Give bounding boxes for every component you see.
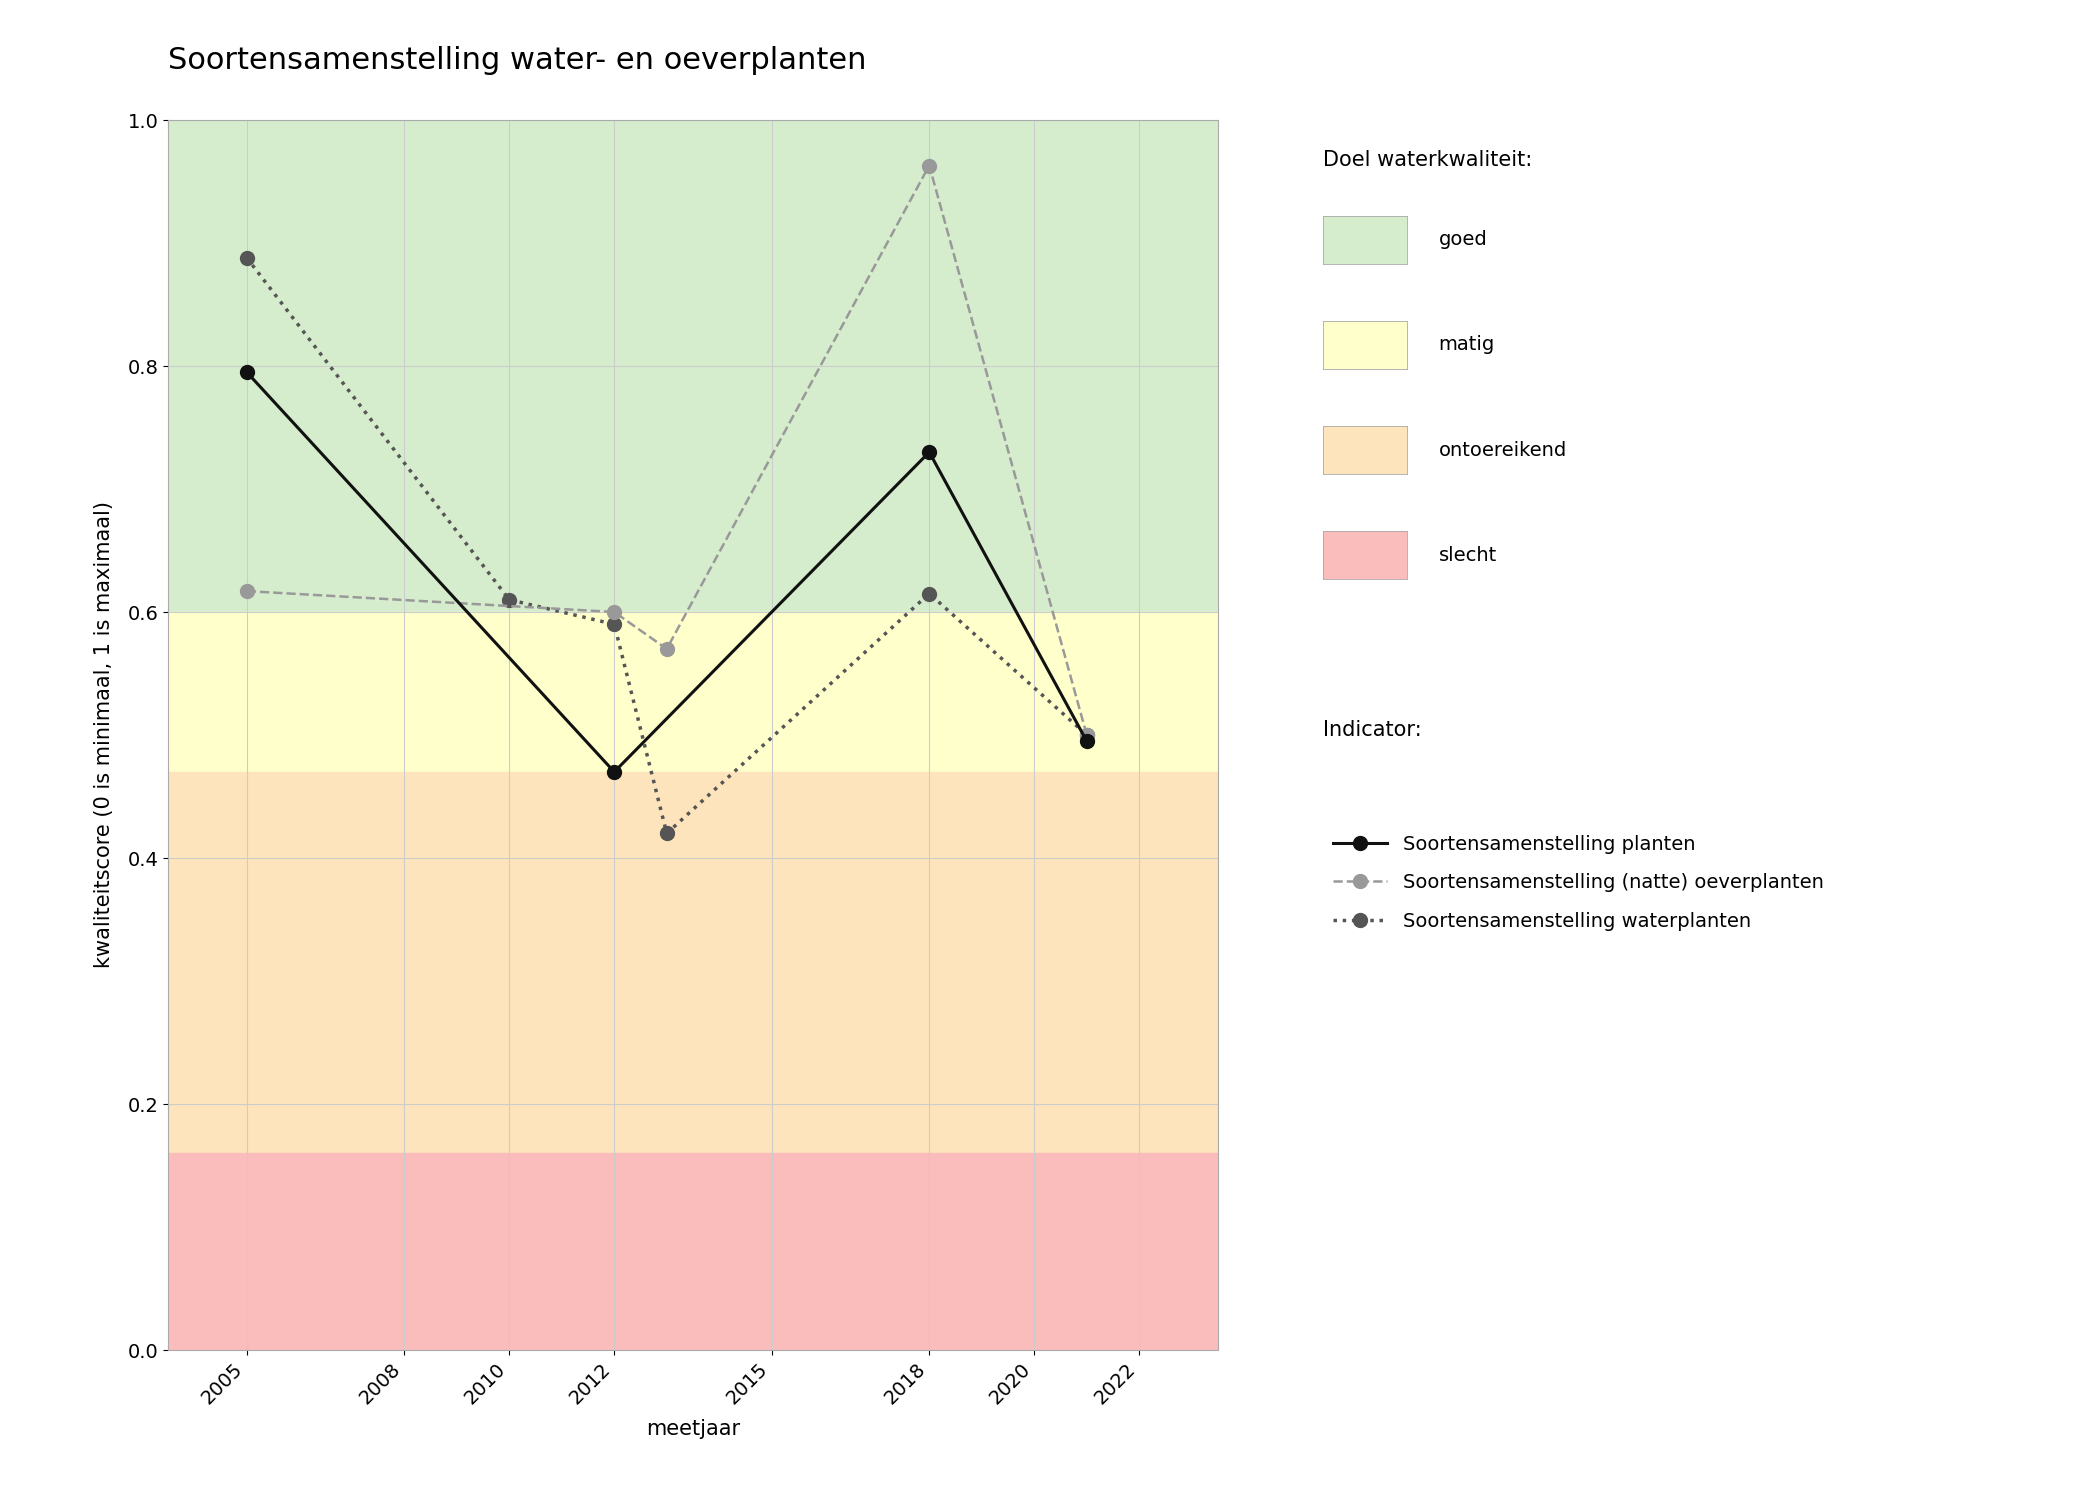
Line: Soortensamenstelling planten: Soortensamenstelling planten <box>239 364 1094 778</box>
Y-axis label: kwaliteitscore (0 is minimaal, 1 is maximaal): kwaliteitscore (0 is minimaal, 1 is maxi… <box>94 501 113 969</box>
Text: Soortensamenstelling water- en oeverplanten: Soortensamenstelling water- en oeverplan… <box>168 46 867 75</box>
Bar <box>168 1154 1218 1350</box>
Line: Soortensamenstelling waterplanten: Soortensamenstelling waterplanten <box>239 251 1094 840</box>
Text: ontoereikend: ontoereikend <box>1438 441 1567 459</box>
Soortensamenstelling (natte) oeverplanten <box>1073 726 1098 744</box>
Soortensamenstelling (natte) oeverplanten <box>233 582 258 600</box>
X-axis label: meetjaar: meetjaar <box>647 1419 739 1440</box>
Soortensamenstelling planten <box>233 363 258 381</box>
Soortensamenstelling waterplanten <box>233 249 258 267</box>
Soortensamenstelling planten <box>1073 732 1098 750</box>
Soortensamenstelling waterplanten <box>653 825 678 843</box>
Text: Indicator:: Indicator: <box>1323 720 1422 740</box>
Soortensamenstelling waterplanten <box>1073 726 1098 744</box>
Text: Doel waterkwaliteit:: Doel waterkwaliteit: <box>1323 150 1533 170</box>
Soortensamenstelling (natte) oeverplanten <box>601 603 626 621</box>
Text: matig: matig <box>1438 336 1495 354</box>
Soortensamenstelling waterplanten <box>601 615 626 633</box>
Soortensamenstelling planten <box>601 764 626 782</box>
Bar <box>168 120 1218 612</box>
Text: goed: goed <box>1438 231 1487 249</box>
Soortensamenstelling (natte) oeverplanten <box>916 156 941 174</box>
Bar <box>168 612 1218 772</box>
Bar <box>168 772 1218 1154</box>
Soortensamenstelling waterplanten <box>496 591 521 609</box>
Soortensamenstelling (natte) oeverplanten <box>653 640 678 658</box>
Soortensamenstelling waterplanten <box>916 585 941 603</box>
Soortensamenstelling planten <box>916 442 941 460</box>
Text: slecht: slecht <box>1438 546 1497 564</box>
Line: Soortensamenstelling (natte) oeverplanten: Soortensamenstelling (natte) oeverplante… <box>239 159 1094 742</box>
Legend: Soortensamenstelling planten, Soortensamenstelling (natte) oeverplanten, Soorten: Soortensamenstelling planten, Soortensam… <box>1334 834 1823 930</box>
